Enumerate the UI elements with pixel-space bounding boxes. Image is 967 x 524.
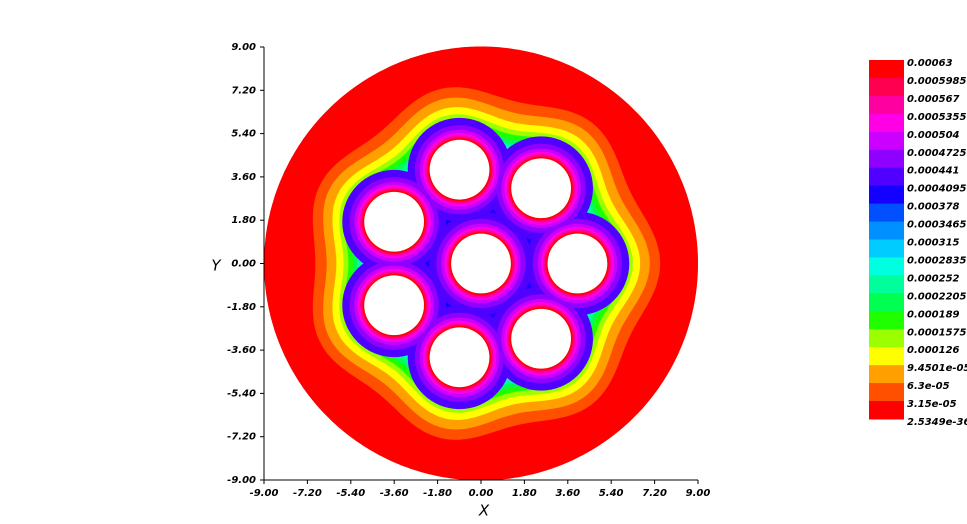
x-tick-label: -7.20 [293, 488, 322, 499]
y-axis-label: Y [211, 257, 222, 275]
x-tick-label: 1.80 [512, 488, 537, 499]
colorbar-label: 9.4501e-05 [907, 363, 967, 374]
colorbar-swatch [869, 257, 904, 276]
y-tick-label: 9.00 [231, 42, 256, 53]
x-tick-label: -5.40 [336, 488, 365, 499]
x-tick-label: 5.40 [599, 488, 624, 499]
colorbar-swatch [869, 365, 904, 384]
colorbar-label: 0.000315 [907, 238, 960, 249]
colorbar-swatch [869, 167, 904, 187]
x-tick-label: 3.60 [555, 488, 580, 499]
y-tick-label: 1.80 [231, 215, 256, 226]
colorbar-label: 0.0002835 [907, 255, 967, 266]
colorbar-swatch [869, 203, 904, 223]
y-tick-label: 0.00 [231, 259, 256, 270]
colorbar-swatch [869, 347, 904, 366]
colorbar-swatch [869, 221, 904, 240]
colorbar-label: 0.000126 [907, 345, 960, 356]
colorbar-swatch [869, 329, 904, 348]
y-tick-label: 3.60 [231, 172, 256, 183]
hole [511, 158, 572, 219]
y-tick-label: -9.00 [227, 475, 256, 486]
x-tick-label: 7.20 [642, 488, 667, 499]
colorbar-label: 0.0004725 [907, 148, 967, 159]
colorbar-label: 3.15e-05 [907, 399, 957, 410]
colorbar-swatch [869, 383, 904, 402]
colorbar-swatch [869, 401, 904, 420]
colorbar-swatch [869, 311, 904, 330]
colorbar-label: 0.0002205 [907, 291, 967, 302]
y-tick-label: -7.20 [227, 432, 256, 443]
colorbar-swatch [869, 95, 904, 115]
hole [364, 275, 425, 336]
hole [451, 233, 511, 294]
hole [429, 327, 490, 388]
colorbar-label: 0.000567 [907, 94, 960, 105]
colorbar-label: 0.0001575 [907, 327, 967, 338]
colorbar-label: 0.0005985 [907, 76, 967, 87]
colorbar-label: 0.000189 [907, 309, 960, 320]
colorbar-label: 0.0005355 [907, 112, 967, 123]
colorbar-swatch [869, 239, 904, 258]
colorbar-label: 0.000504 [907, 130, 960, 141]
colorbar-label: 6.3e-05 [907, 381, 950, 392]
colorbar-swatch [869, 60, 904, 79]
colorbar-label: 2.5349e-36 [907, 417, 967, 428]
colorbar-label: 0.000441 [907, 166, 960, 177]
hole [429, 139, 490, 200]
x-tick-label: -1.80 [423, 488, 452, 499]
x-axis-label: X [478, 502, 490, 520]
hole [364, 191, 425, 252]
x-tick-label: 9.00 [686, 488, 711, 499]
colorbar-swatch [869, 275, 904, 294]
colorbar-label: 0.0003465 [907, 220, 967, 231]
y-tick-label: -3.60 [227, 345, 256, 356]
colorbar-swatch [869, 293, 904, 312]
colorbar-swatch [869, 185, 904, 205]
colorbar-swatch [869, 113, 904, 133]
colorbar-swatch [869, 131, 904, 151]
colorbar-label: 0.000252 [907, 273, 960, 284]
x-tick-label: 0.00 [469, 488, 494, 499]
y-tick-label: -1.80 [227, 302, 256, 313]
hole [547, 233, 608, 294]
y-tick-label: 5.40 [231, 129, 256, 140]
x-tick-label: -3.60 [380, 488, 409, 499]
colorbar-label: 0.0004095 [907, 184, 967, 195]
hole [511, 308, 572, 369]
colorbar-label: 0.000378 [907, 202, 960, 213]
x-tick-label: -9.00 [250, 488, 279, 499]
y-tick-label: -5.40 [227, 388, 256, 399]
colorbar-swatch [869, 149, 904, 169]
y-tick-label: 7.20 [231, 85, 256, 96]
colorbar-swatch [869, 77, 904, 97]
colorbar-label: 0.00063 [907, 58, 953, 69]
